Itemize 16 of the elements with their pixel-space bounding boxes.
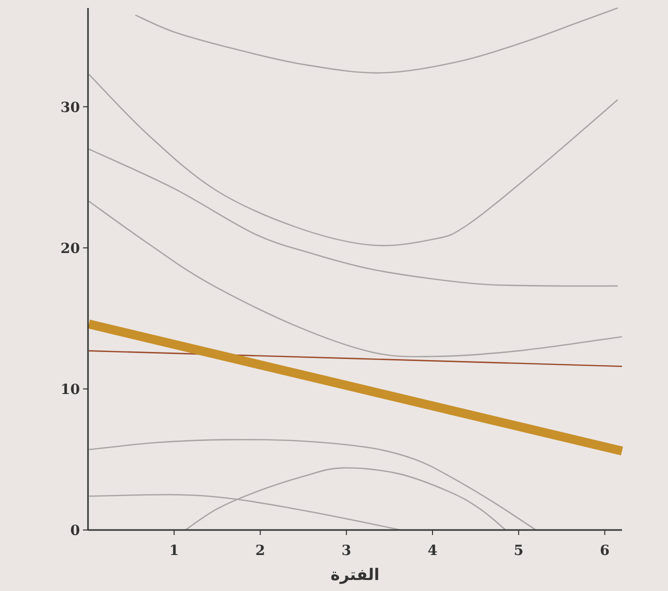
line-series <box>88 74 618 246</box>
y-tick-label: 0 <box>70 523 80 539</box>
x-tick-label: 3 <box>342 543 352 559</box>
y-tick-label: 10 <box>60 382 80 398</box>
x-tick-label: 1 <box>169 543 180 559</box>
x-tick-label: 4 <box>428 543 438 559</box>
y-tick-label: 20 <box>60 240 80 257</box>
line-series <box>88 200 623 358</box>
line-series <box>134 7 618 74</box>
x-tick-label: 5 <box>514 543 524 559</box>
x-tick-label: 2 <box>255 543 266 559</box>
x-tick-label: 6 <box>600 543 610 559</box>
y-tick-label: 30 <box>60 100 80 116</box>
x-axis-title: الفترة <box>330 565 380 584</box>
line-series <box>88 148 618 287</box>
line-series <box>88 438 537 531</box>
